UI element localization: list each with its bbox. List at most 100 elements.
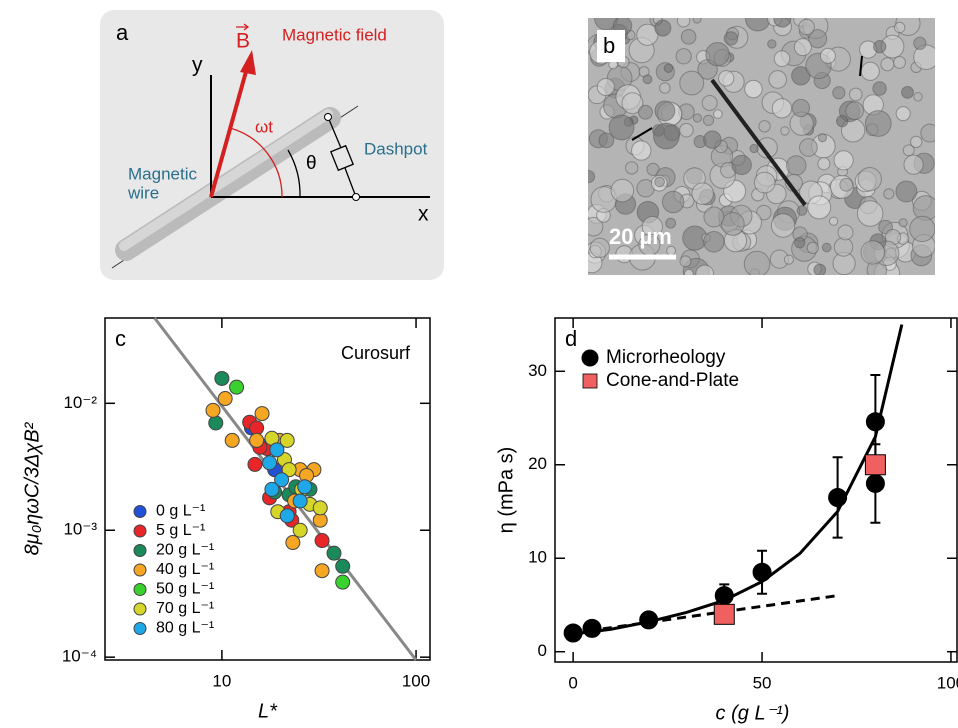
field-symbol: B <box>236 30 250 53</box>
cell <box>895 106 911 122</box>
cell <box>720 212 745 236</box>
wire-label: wire <box>127 183 159 202</box>
angle-label: θ <box>306 153 317 174</box>
wire-highlight <box>119 109 333 251</box>
cell <box>680 28 697 45</box>
data-point <box>335 574 351 590</box>
y-tick-label: 30 <box>528 361 547 380</box>
data-point <box>249 432 265 448</box>
y-tick-label: 0 <box>538 641 547 660</box>
data-point <box>314 563 330 579</box>
data-point <box>713 603 735 625</box>
panel-b: b 20 µm <box>588 18 935 275</box>
field-arrow <box>209 67 249 198</box>
cell <box>665 217 677 229</box>
cell <box>654 19 672 37</box>
cell <box>791 98 811 118</box>
y-axis-label: 8μ₀ηωC/3ΔχB² <box>21 421 43 555</box>
data-point <box>865 473 885 493</box>
panel-label: a <box>116 20 129 45</box>
cell <box>902 144 915 157</box>
cell <box>913 36 927 50</box>
cell <box>856 200 884 227</box>
cell <box>731 154 752 176</box>
cell <box>758 120 771 133</box>
cell <box>610 178 635 203</box>
data-point <box>828 487 848 507</box>
data-point <box>285 535 301 551</box>
cell <box>819 47 836 64</box>
cell <box>768 70 788 89</box>
field-label: Magnetic field <box>282 25 387 44</box>
data-point <box>229 379 245 395</box>
angle-arc <box>287 149 301 198</box>
cell <box>745 18 771 32</box>
cell <box>860 240 885 265</box>
cell <box>909 135 923 149</box>
cell <box>829 216 839 226</box>
cell <box>692 18 702 24</box>
vector-arrow <box>236 23 250 31</box>
legend-label: Microrheology <box>606 347 726 368</box>
data-point <box>292 522 308 538</box>
cell <box>780 126 790 136</box>
y-tick-label: 10⁻³ <box>63 520 97 539</box>
cell <box>744 79 763 99</box>
joint <box>352 193 360 201</box>
cell <box>794 236 806 249</box>
data-point <box>297 479 313 495</box>
data-point <box>752 562 772 582</box>
cell <box>691 182 714 205</box>
dashpot-rod <box>344 167 357 198</box>
legend-label: 50 g L⁻¹ <box>156 581 214 598</box>
cell <box>596 77 615 96</box>
x-tick-label: 0 <box>568 673 577 692</box>
wire-label: Magnetic <box>128 164 197 183</box>
data-point <box>208 415 224 431</box>
legend-label: 70 g L⁻¹ <box>156 600 214 617</box>
cell <box>880 57 895 72</box>
cell <box>718 70 735 87</box>
cell <box>675 48 692 65</box>
cell <box>705 41 730 67</box>
dashpot-label: Dashpot <box>364 139 428 158</box>
cell <box>845 101 864 121</box>
data-point <box>264 481 280 497</box>
data-point <box>314 533 330 549</box>
cell <box>832 86 846 100</box>
cell <box>723 31 739 46</box>
data-point <box>247 456 263 472</box>
x-axis-label: L* <box>258 700 278 722</box>
cell <box>817 133 827 143</box>
cell <box>701 94 718 111</box>
data-point <box>249 420 265 436</box>
cell <box>663 63 674 73</box>
cell <box>642 74 653 85</box>
x-tick-label: 100 <box>402 671 430 690</box>
dashpot-rod <box>327 116 342 149</box>
panel-label: c <box>115 326 126 351</box>
plot-frame <box>104 317 431 661</box>
cell <box>679 122 694 138</box>
data-point <box>279 508 295 524</box>
cell <box>702 114 715 126</box>
data-point <box>217 391 233 407</box>
legend-marker <box>133 583 147 596</box>
cell <box>872 81 887 96</box>
plot-frame <box>554 317 958 663</box>
cell <box>837 224 854 241</box>
chart: 0 50 100 0 10 20 30 MicrorheologyCone-and-Plate… <box>495 317 958 724</box>
y-axis-label: η (mPa s) <box>495 447 517 534</box>
legend-marker <box>582 373 598 389</box>
legend-marker <box>133 563 147 577</box>
cell <box>857 167 882 192</box>
cell <box>608 114 635 141</box>
cell <box>654 176 665 188</box>
data-point <box>262 455 278 471</box>
legend-label: 80 g L⁻¹ <box>156 620 214 637</box>
pointer-arrow <box>859 55 863 77</box>
cell <box>833 150 854 171</box>
data-point <box>274 472 290 488</box>
label-box <box>597 30 625 62</box>
legend-marker <box>133 544 147 557</box>
